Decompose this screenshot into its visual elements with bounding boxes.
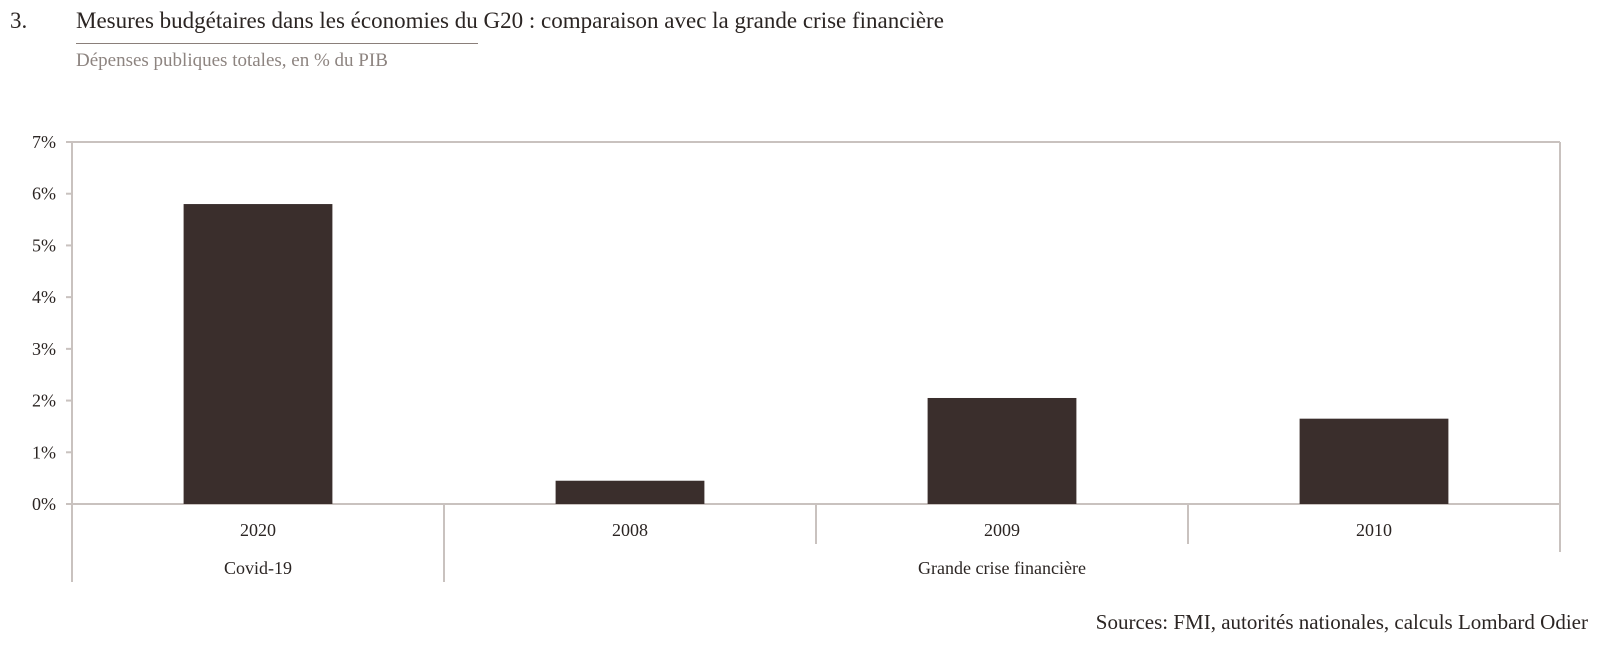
x-tick-label: 2010 [1356, 520, 1392, 540]
y-tick-label: 6% [32, 184, 56, 204]
bar-chart: 0% 1% 2% 3% 4% 5% 6% 7% 2020 2008 2009 2010 Covid-19… [32, 132, 1561, 582]
group-label: Grande crise financière [918, 558, 1086, 578]
y-tick-label: 5% [32, 235, 56, 255]
x-tick-label: 2009 [984, 520, 1020, 540]
y-tick-label: 3% [32, 339, 56, 359]
group-label: Covid-19 [224, 558, 292, 578]
chart-title: Mesures budgétaires dans les économies d… [76, 8, 944, 33]
title-underline [76, 43, 478, 44]
bar-2009 [927, 397, 1077, 504]
y-tick-label: 0% [32, 494, 56, 514]
y-tick-label: 7% [32, 132, 56, 152]
bar-2010 [1299, 418, 1449, 504]
y-tick-label: 1% [32, 442, 56, 462]
bar-2008 [555, 480, 705, 504]
y-tick-label: 4% [32, 287, 56, 307]
source-note: Sources: FMI, autorités nationales, calc… [1095, 610, 1588, 634]
x-tick-label: 2008 [612, 520, 648, 540]
bar-2020 [183, 204, 333, 505]
x-tick-label: 2020 [240, 520, 276, 540]
figure-number: 3. [10, 8, 28, 33]
chart-subtitle: Dépenses publiques totales, en % du PIB [76, 50, 388, 71]
y-tick-label: 2% [32, 391, 56, 411]
